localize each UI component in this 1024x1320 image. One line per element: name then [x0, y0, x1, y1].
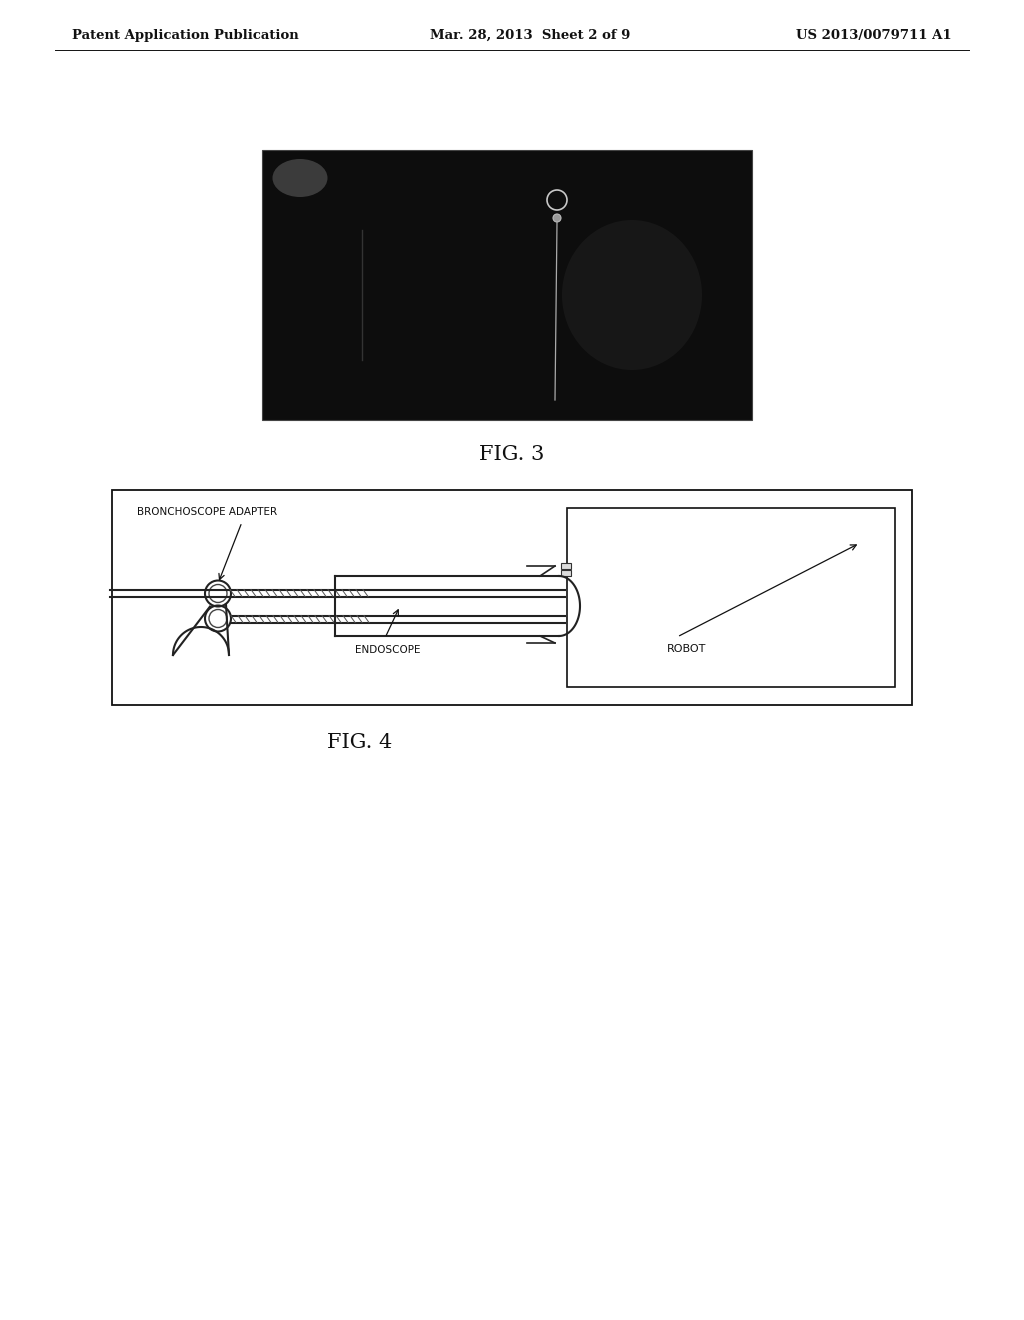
Text: FIG. 3: FIG. 3 [479, 446, 545, 465]
Text: Patent Application Publication: Patent Application Publication [72, 29, 299, 41]
Bar [567, 508, 895, 686]
Text: BRONCHOSCOPE ADAPTER: BRONCHOSCOPE ADAPTER [137, 507, 278, 517]
Bar [112, 490, 912, 705]
Circle shape [553, 214, 561, 222]
Text: Mar. 28, 2013  Sheet 2 of 9: Mar. 28, 2013 Sheet 2 of 9 [430, 29, 631, 41]
Ellipse shape [562, 220, 702, 370]
Text: US 2013/0079711 A1: US 2013/0079711 A1 [797, 29, 952, 41]
Bar [561, 564, 571, 569]
Text: ENDOSCOPE: ENDOSCOPE [355, 645, 421, 655]
Ellipse shape [272, 158, 328, 197]
Text: FIG. 4: FIG. 4 [328, 734, 392, 752]
Bar [262, 150, 752, 420]
Bar [561, 570, 571, 576]
Text: ROBOT: ROBOT [667, 644, 707, 653]
